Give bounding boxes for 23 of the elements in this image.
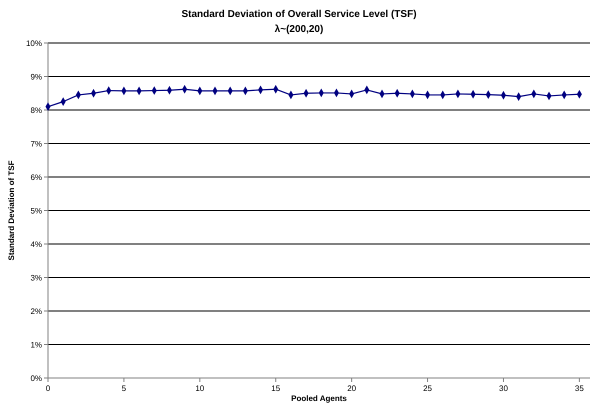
y-tick-label: 10%: [26, 39, 42, 48]
y-axis-title: Standard Deviation of TSF: [7, 160, 16, 261]
x-tick-label: 0: [46, 384, 51, 393]
y-tick-label: 2%: [30, 307, 42, 316]
x-tick-label: 30: [499, 384, 508, 393]
y-tick-label: 3%: [30, 274, 42, 282]
x-tick-label: 10: [195, 384, 205, 393]
y-tick-label: 9%: [30, 72, 42, 82]
y-tick-label: 5%: [30, 206, 42, 216]
x-tick-label: 5: [122, 384, 127, 393]
y-tick-label: 0%: [30, 374, 42, 383]
x-axis-title: Pooled Agents: [291, 394, 348, 403]
chart-title: Standard Deviation of Overall Service Level (TSF): [181, 9, 417, 20]
x-tick-label: 25: [423, 384, 433, 393]
y-tick-label: 6%: [30, 173, 42, 182]
x-tick-label: 35: [574, 384, 584, 393]
y-tick-label: 1%: [30, 340, 42, 350]
y-tick-label: 8%: [30, 106, 42, 115]
x-tick-label: 20: [347, 384, 357, 393]
y-tick-label: 4%: [30, 240, 42, 249]
chart-subtitle: λ~(200,20): [274, 24, 324, 35]
x-tick-label: 15: [271, 384, 281, 393]
y-tick-label: 7%: [30, 140, 42, 148]
